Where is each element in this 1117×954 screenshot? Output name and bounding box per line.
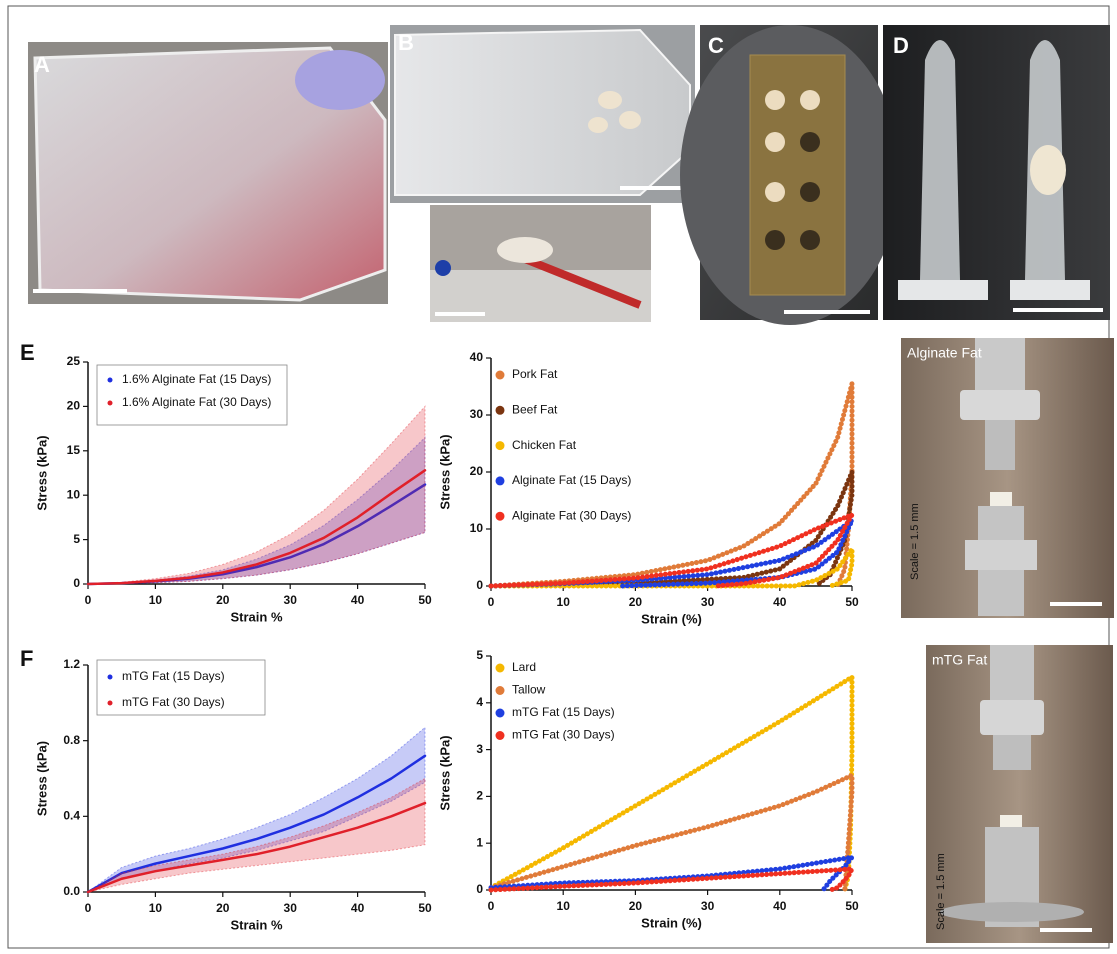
y-tick-label: 2 (476, 789, 483, 803)
y-tick-label: 3 (476, 742, 483, 756)
y-tick-label: 1 (476, 835, 483, 849)
photo-alginate-test (901, 338, 1114, 618)
panel-label: B (398, 30, 414, 55)
x-tick-label: 30 (284, 593, 298, 607)
legend-marker (496, 512, 505, 521)
series-line (491, 520, 852, 586)
y-tick-label: 0 (476, 882, 483, 896)
x-tick-label: 40 (773, 899, 787, 913)
legend-label: Alginate Fat (30 Days) (512, 508, 631, 522)
panel-label: D (893, 33, 909, 58)
y-tick-label: 0.8 (63, 733, 80, 747)
x-tick-label: 0 (85, 901, 92, 915)
x-tick-label: 30 (284, 901, 298, 915)
x-tick-label: 40 (773, 595, 787, 609)
x-tick-label: 0 (488, 595, 495, 609)
x-tick-label: 40 (351, 901, 365, 915)
y-tick-label: 0.4 (63, 809, 80, 823)
x-tick-label: 0 (85, 593, 92, 607)
x-axis-title: Strain % (230, 917, 282, 932)
photo-b (390, 25, 695, 322)
legend-marker (496, 476, 505, 485)
figure: A B C D (0, 0, 1117, 954)
legend-label: Pork Fat (512, 367, 558, 381)
y-axis-title: Stress (kPa) (437, 735, 452, 810)
y-tick-label: 10 (470, 521, 484, 535)
legend-marker (108, 675, 113, 680)
x-tick-label: 10 (557, 595, 571, 609)
legend-label: mTG Fat (30 Days) (122, 695, 225, 709)
y-tick-label: 0.0 (63, 884, 80, 898)
x-tick-label: 50 (418, 593, 432, 607)
y-tick-label: 5 (476, 648, 483, 662)
x-axis-title: Strain (%) (641, 915, 702, 930)
x-tick-label: 30 (701, 595, 715, 609)
panel-label: A (34, 52, 50, 77)
x-tick-label: 10 (557, 899, 571, 913)
x-tick-label: 20 (216, 901, 230, 915)
x-tick-label: 50 (845, 595, 859, 609)
panel-label: C (708, 33, 724, 58)
x-tick-label: 10 (149, 901, 163, 915)
x-tick-label: 50 (418, 901, 432, 915)
x-tick-label: 0 (488, 899, 495, 913)
y-tick-label: 30 (470, 407, 484, 421)
legend-label: Chicken Fat (512, 438, 577, 452)
y-tick-label: 0 (73, 576, 80, 590)
scale-note: Scale = 1.5 mm (909, 503, 921, 580)
legend-marker (496, 406, 505, 415)
legend-label: 1.6% Alginate Fat (15 Days) (122, 372, 271, 386)
y-tick-label: 20 (470, 464, 484, 478)
photo-a (28, 42, 388, 304)
legend-label: mTG Fat (15 Days) (512, 705, 615, 719)
panel-label: F (20, 646, 33, 671)
y-tick-label: 0 (476, 578, 483, 592)
panel-label: E (20, 340, 35, 365)
x-tick-label: 50 (845, 899, 859, 913)
legend-label: Alginate Fat (15 Days) (512, 473, 631, 487)
x-tick-label: 40 (351, 593, 365, 607)
legend-label: Tallow (512, 683, 546, 697)
y-axis-title: Stress (kPa) (34, 435, 49, 510)
y-tick-label: 40 (470, 350, 484, 364)
y-axis-title: Stress (kPa) (437, 434, 452, 509)
legend-label: mTG Fat (30 Days) (512, 728, 615, 742)
legend-marker (108, 378, 113, 383)
legend-marker (496, 731, 505, 740)
legend-marker (108, 401, 113, 406)
y-tick-label: 15 (67, 443, 81, 457)
legend-marker (496, 441, 505, 450)
legend-label: Beef Fat (512, 402, 558, 416)
y-tick-label: 4 (476, 695, 483, 709)
scale-note: Scale = 1.5 mm (935, 853, 947, 930)
legend-label: mTG Fat (15 Days) (122, 669, 225, 683)
error-band (88, 406, 425, 584)
legend-marker (496, 371, 505, 380)
y-tick-label: 25 (67, 354, 81, 368)
y-tick-label: 5 (73, 532, 80, 546)
x-tick-label: 20 (629, 595, 643, 609)
photo-d (883, 25, 1110, 320)
photo-c (680, 25, 900, 325)
legend-marker (108, 701, 113, 706)
legend-label: Lard (512, 660, 536, 674)
y-tick-label: 10 (67, 487, 81, 501)
x-tick-label: 20 (629, 899, 643, 913)
x-axis-title: Strain (%) (641, 611, 702, 626)
x-tick-label: 10 (149, 593, 163, 607)
photo-caption: mTG Fat (932, 652, 987, 668)
y-tick-label: 20 (67, 399, 81, 413)
legend-marker (496, 686, 505, 695)
legend-marker (496, 709, 505, 718)
photo-caption: Alginate Fat (907, 345, 982, 361)
y-axis-title: Stress (kPa) (34, 741, 49, 816)
y-tick-label: 1.2 (63, 657, 80, 671)
legend-marker (496, 664, 505, 673)
x-tick-label: 20 (216, 593, 230, 607)
legend-label: 1.6% Alginate Fat (30 Days) (122, 395, 271, 409)
photo-mtg-test (926, 645, 1113, 943)
x-tick-label: 30 (701, 899, 715, 913)
x-axis-title: Strain % (230, 609, 282, 624)
